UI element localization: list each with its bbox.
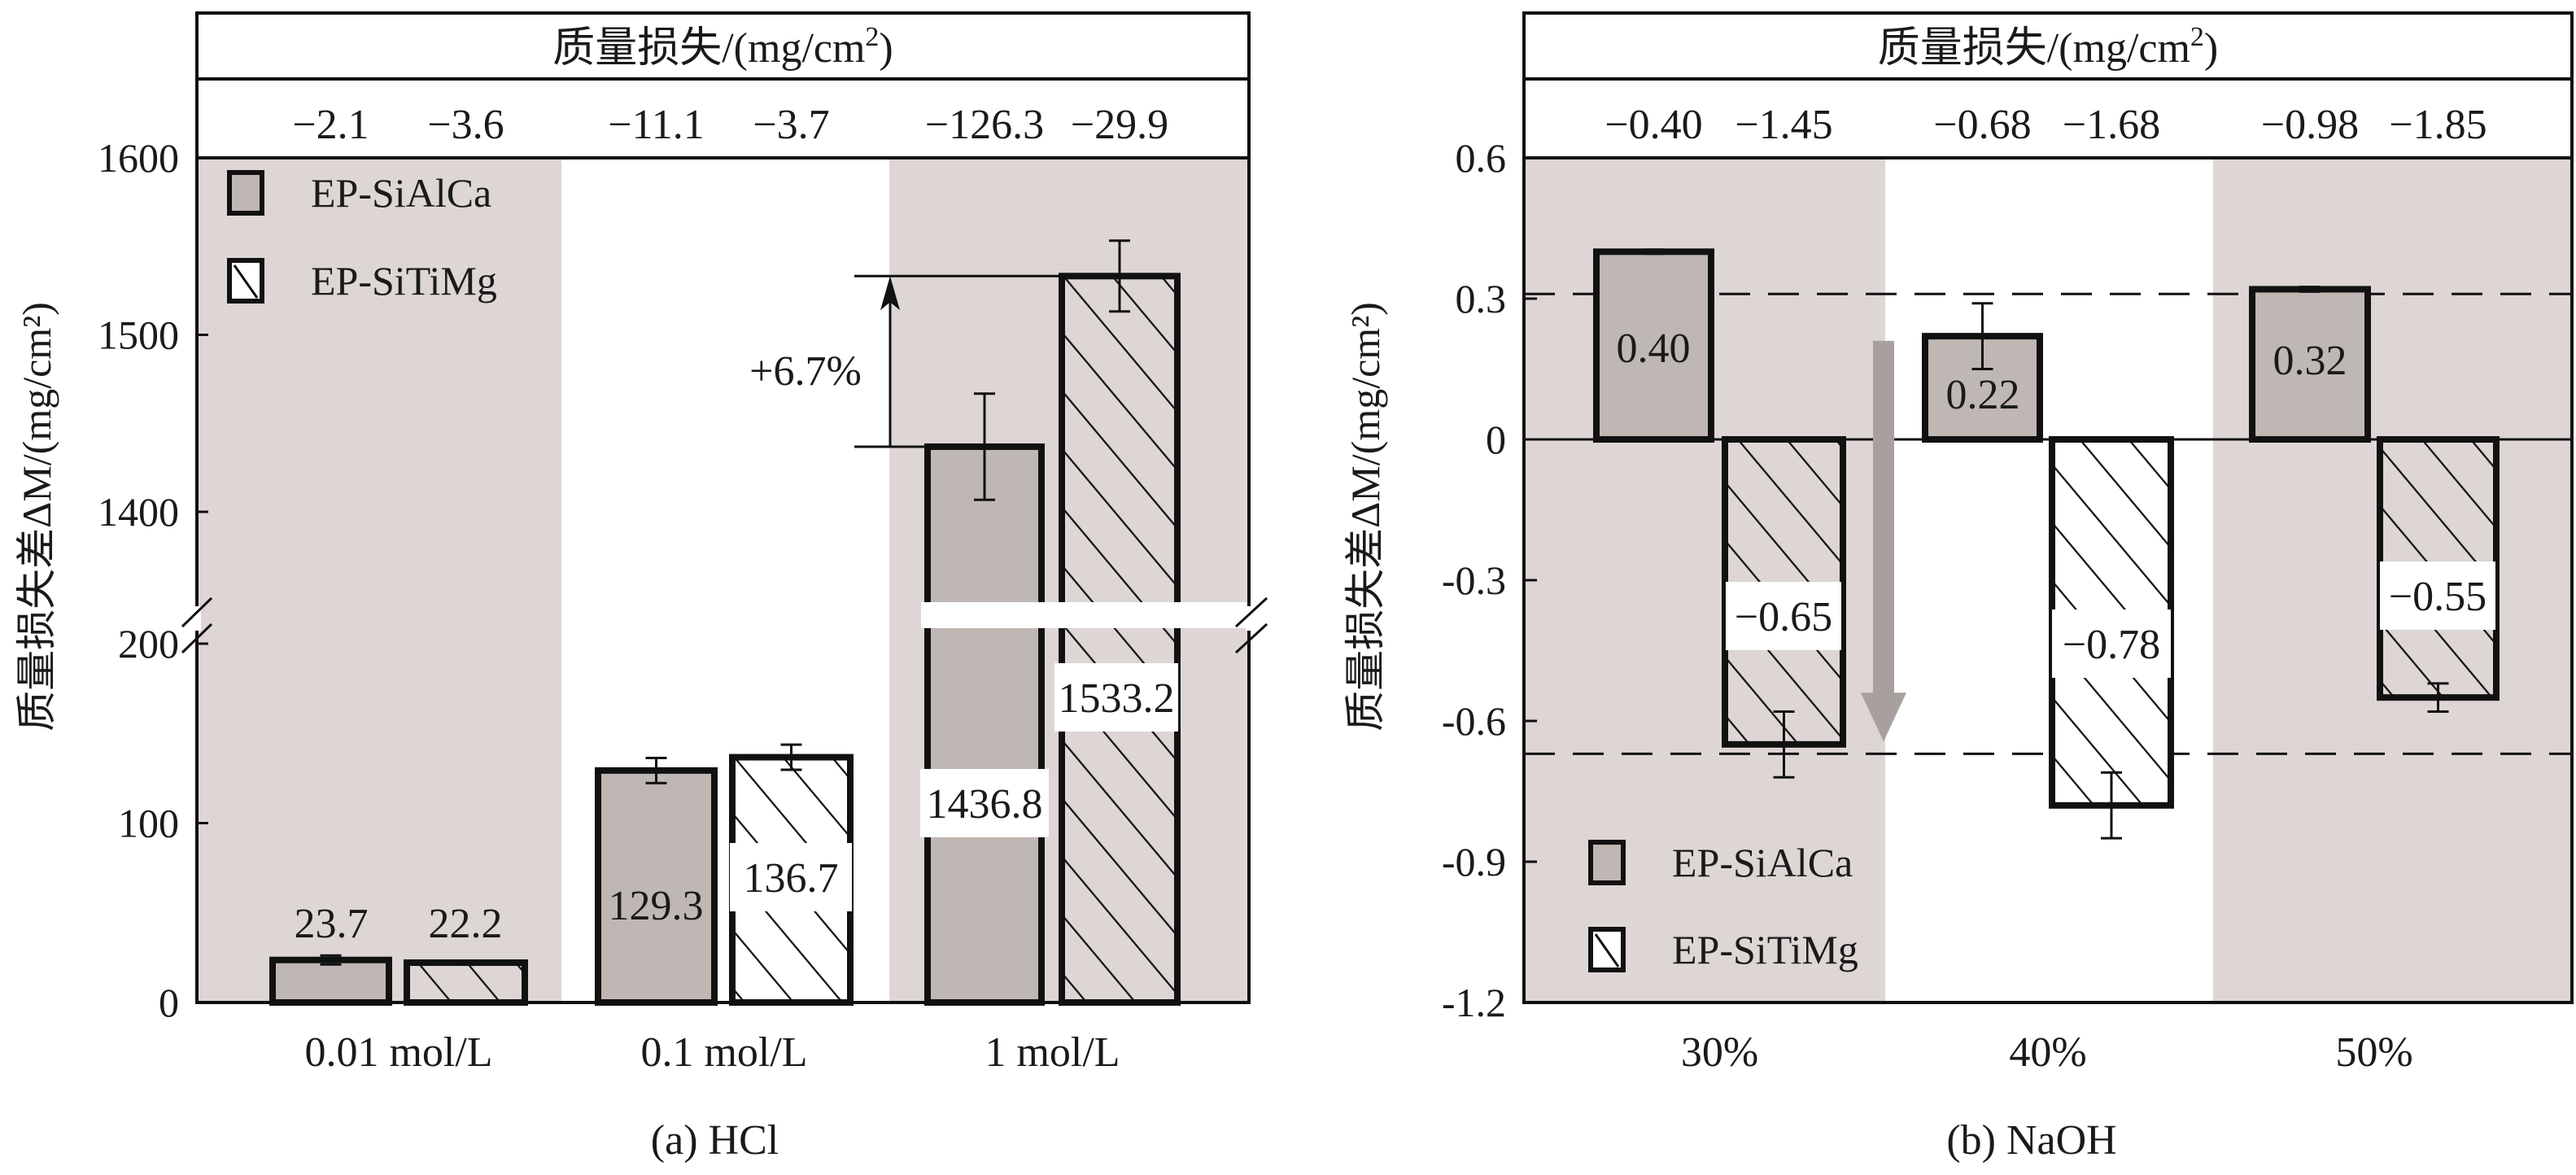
panel-caption: (b) NaOH — [1946, 1117, 2116, 1164]
plot-frame — [195, 11, 1251, 1004]
header-value: −0.98 — [2261, 102, 2359, 148]
axis-break-mark — [181, 622, 213, 654]
header-value: −1.85 — [2389, 102, 2486, 148]
header-value: −1.68 — [2063, 102, 2160, 148]
legend-swatch-hatch-line — [233, 264, 259, 299]
legend-label: EP-SiAlCa — [311, 170, 491, 216]
header-title-main: 质量损失/(mg/cm — [552, 25, 865, 72]
value-label-bg — [920, 769, 1049, 837]
header-title: 质量损失/(mg/cm2) — [552, 22, 893, 72]
header-title: 质量损失/(mg/cm2) — [1878, 22, 2219, 72]
y-tick-label: 1600 — [98, 135, 179, 181]
y-tick-label: -0.6 — [1442, 698, 1506, 744]
annotation-label: +6.7% — [749, 348, 862, 395]
bar-ep-sialca-2-fill — [598, 770, 714, 1002]
bar-ep-sitimg-1-hatch — [407, 963, 525, 1002]
value-label-bg — [1726, 582, 1841, 650]
value-label: 23.7 — [295, 901, 369, 947]
axis-break-mark — [1234, 622, 1268, 654]
axis-break-gap — [1246, 606, 1252, 631]
legend-swatch-hatch — [227, 258, 264, 304]
y-axis-label: 质量损失差ΔM/(mg/cm²) — [1343, 302, 1388, 732]
header-title-sup: 2 — [2190, 22, 2204, 52]
axis-break-mark — [1234, 596, 1268, 628]
header-table — [1524, 13, 2572, 158]
bar-ep-sitimg-3-hatch — [1062, 276, 1177, 1002]
legend-swatch-hatch-line — [1594, 933, 1620, 968]
y-axis-label: 质量损失差ΔM/(mg/cm²) — [14, 302, 59, 732]
header-value: −3.7 — [753, 102, 829, 148]
y-tick-label: -1.2 — [1442, 980, 1506, 1025]
legend-label: EP-SiAlCa — [1672, 840, 1853, 885]
value-label-bg — [2052, 609, 2171, 678]
header-value: −126.3 — [925, 102, 1044, 148]
panel-a-hcl: −2.1 −3.6 −11.1 −3.7 −126.3 −29.9 23.7 22.2 129.… — [14, 11, 1268, 1164]
header-title-sup: 2 — [865, 22, 879, 52]
y-tick-label: 100 — [118, 801, 179, 846]
bar-ep-sialca-1-fill — [273, 959, 389, 1002]
header-value: −3.6 — [427, 102, 504, 148]
value-label: 129.3 — [609, 883, 704, 929]
header-value: −29.9 — [1071, 102, 1168, 148]
value-label: −0.65 — [1735, 594, 1832, 640]
y-tick-label: 0 — [1486, 417, 1506, 462]
header-value: −1.45 — [1735, 102, 1832, 148]
header-table — [197, 13, 1249, 158]
y-tick-label: -0.3 — [1442, 557, 1506, 603]
trend-arrow-shaft — [1873, 340, 1894, 695]
value-label-bg — [730, 843, 852, 911]
y-tick-label: 1400 — [98, 489, 179, 535]
x-tick-label: 1 mol/L — [985, 1029, 1120, 1076]
panel-caption: (a) HCl — [651, 1117, 779, 1164]
header-title-main: 质量损失/(mg/cm — [1878, 25, 2190, 72]
y-tick-label: 1500 — [98, 312, 179, 358]
bar-ep-sialca-3-fill — [928, 446, 1041, 1002]
x-tick-label: 0.01 mol/L — [304, 1029, 492, 1076]
legend-swatch-hatch — [1588, 927, 1626, 972]
header-title-end: ) — [879, 25, 893, 72]
legend-label: EP-SiTiMg — [1672, 927, 1858, 972]
annotation-arrow-head — [880, 276, 900, 311]
x-tick-label: 50% — [2335, 1029, 2412, 1076]
axis-break-gap — [194, 606, 201, 631]
header-value: −0.68 — [1933, 102, 2031, 148]
value-label: −0.55 — [2389, 574, 2486, 620]
x-tick-label: 40% — [2009, 1029, 2086, 1076]
bar-ep-sialca-3-fill — [2252, 289, 2368, 439]
x-tick-label: 30% — [1681, 1029, 1758, 1076]
value-label-bg — [1054, 663, 1178, 732]
axis-break-band — [921, 602, 1251, 628]
panel-b-naoh: −0.40 −1.45 −0.68 −1.68 −0.98 −1.85 0.40 0.22 0.… — [1343, 11, 2574, 1164]
value-label: 136.7 — [744, 855, 839, 902]
legend-label: EP-SiTiMg — [311, 258, 497, 304]
value-label: 0.32 — [2273, 338, 2347, 384]
y-tick-label: 200 — [118, 621, 179, 666]
value-label: −0.78 — [2063, 622, 2160, 668]
header-value: −0.40 — [1605, 102, 1702, 148]
value-label: 0.22 — [1946, 372, 2020, 418]
value-label: 1436.8 — [927, 781, 1043, 828]
header-title-end: ) — [2204, 25, 2218, 72]
value-label: 22.2 — [429, 901, 503, 947]
legend-swatch-solid — [227, 170, 264, 216]
error-bar — [1644, 248, 1664, 256]
axis-break-mark — [181, 596, 213, 628]
value-label: 1533.2 — [1059, 675, 1175, 722]
header-value: −2.1 — [292, 102, 369, 148]
bar-ep-sialca-1-fill — [1596, 251, 1711, 439]
y-tick-label: 0.6 — [1456, 135, 1507, 181]
y-tick-label: -0.9 — [1442, 839, 1506, 885]
y-tick-label: 0 — [159, 980, 179, 1025]
y-tick-label: 0.3 — [1456, 276, 1507, 321]
x-tick-label: 0.1 mol/L — [640, 1029, 807, 1076]
header-value: −11.1 — [608, 102, 704, 148]
plot-frame — [1522, 11, 2574, 1004]
trend-arrow-head — [1861, 692, 1906, 742]
legend-swatch-solid — [1588, 840, 1626, 885]
value-label: 0.40 — [1617, 325, 1691, 372]
value-label-bg — [2380, 561, 2495, 630]
